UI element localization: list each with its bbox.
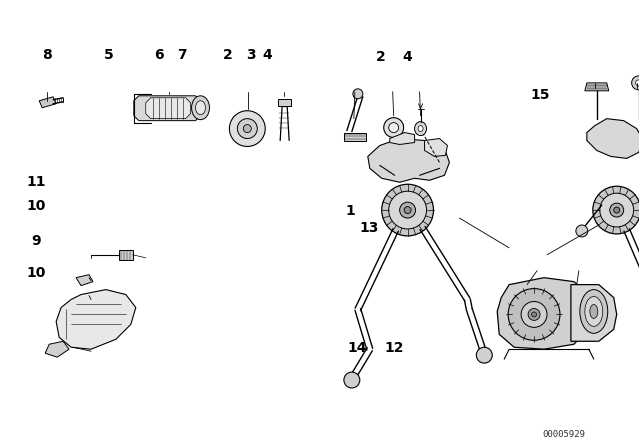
Text: 4: 4 — [263, 48, 273, 62]
Ellipse shape — [399, 202, 415, 218]
Polygon shape — [119, 250, 133, 260]
Ellipse shape — [532, 312, 536, 317]
Ellipse shape — [593, 186, 640, 234]
Ellipse shape — [632, 76, 640, 90]
Ellipse shape — [600, 193, 634, 227]
Text: 11: 11 — [27, 175, 46, 189]
Ellipse shape — [243, 125, 252, 133]
Ellipse shape — [404, 207, 411, 214]
Ellipse shape — [388, 123, 399, 133]
Ellipse shape — [580, 289, 608, 333]
Ellipse shape — [229, 111, 265, 146]
Polygon shape — [76, 275, 93, 286]
Polygon shape — [39, 97, 56, 108]
Text: 8: 8 — [42, 48, 52, 62]
Text: 15: 15 — [530, 88, 550, 102]
Text: 3: 3 — [246, 48, 256, 62]
Ellipse shape — [590, 305, 598, 319]
Text: 2: 2 — [223, 48, 232, 62]
Text: 5: 5 — [104, 48, 113, 62]
Polygon shape — [571, 284, 617, 341]
Text: 7: 7 — [177, 48, 186, 62]
Ellipse shape — [528, 309, 540, 320]
Ellipse shape — [508, 289, 560, 340]
Polygon shape — [368, 138, 449, 182]
Polygon shape — [424, 138, 447, 156]
Text: 13: 13 — [360, 221, 379, 236]
Ellipse shape — [614, 207, 620, 213]
Ellipse shape — [237, 119, 257, 138]
Circle shape — [576, 225, 588, 237]
Ellipse shape — [381, 184, 433, 236]
Polygon shape — [134, 96, 200, 121]
Ellipse shape — [191, 96, 209, 120]
Text: 9: 9 — [31, 234, 41, 248]
Polygon shape — [146, 98, 191, 119]
Text: 14: 14 — [348, 341, 367, 355]
Ellipse shape — [636, 80, 640, 86]
Polygon shape — [344, 133, 366, 141]
Circle shape — [344, 372, 360, 388]
Ellipse shape — [418, 125, 423, 132]
Ellipse shape — [384, 118, 404, 138]
Ellipse shape — [415, 122, 426, 136]
Polygon shape — [585, 83, 609, 91]
Text: 6: 6 — [155, 48, 164, 62]
Text: 1: 1 — [346, 204, 355, 218]
Polygon shape — [278, 99, 291, 106]
Ellipse shape — [196, 101, 205, 115]
Circle shape — [476, 347, 492, 363]
Text: 00005929: 00005929 — [542, 430, 585, 439]
Polygon shape — [45, 341, 69, 357]
Polygon shape — [56, 289, 136, 349]
Text: 4: 4 — [403, 50, 412, 64]
Ellipse shape — [610, 203, 623, 217]
Ellipse shape — [585, 297, 603, 326]
Text: 2: 2 — [376, 50, 385, 64]
Ellipse shape — [521, 302, 547, 327]
Polygon shape — [587, 119, 640, 159]
Text: 10: 10 — [27, 266, 46, 280]
Polygon shape — [390, 133, 415, 145]
Text: 12: 12 — [384, 341, 404, 355]
Polygon shape — [497, 278, 589, 349]
Text: 10: 10 — [27, 199, 46, 213]
Circle shape — [353, 89, 363, 99]
Ellipse shape — [388, 191, 426, 229]
